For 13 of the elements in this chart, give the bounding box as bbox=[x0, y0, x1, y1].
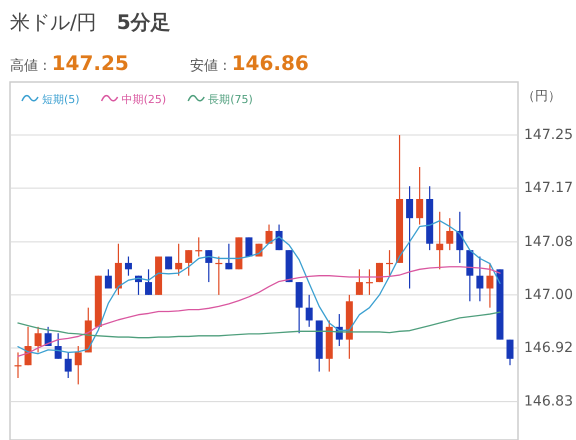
y-tick-label: 146.92 bbox=[524, 340, 573, 356]
y-tick-label: 147.17 bbox=[524, 180, 573, 196]
y-tick-label: 147.00 bbox=[524, 286, 573, 303]
y-tick-label: 147.08 bbox=[524, 234, 573, 250]
annotation: 安値 : 146.86 bbox=[190, 51, 309, 75]
y-tick-label: 146.83 bbox=[524, 394, 573, 410]
annotation: 高値 : 147.25 bbox=[10, 51, 129, 75]
y-tick-label: 147.25 bbox=[524, 127, 573, 144]
ylabel: （円） bbox=[522, 89, 561, 104]
legend-label: 短期(5) bbox=[42, 93, 80, 106]
title: 米ドル/円 5分足 bbox=[10, 10, 171, 34]
legend-label: 中期(25) bbox=[122, 93, 166, 106]
legend-label: 長期(75) bbox=[208, 93, 253, 106]
